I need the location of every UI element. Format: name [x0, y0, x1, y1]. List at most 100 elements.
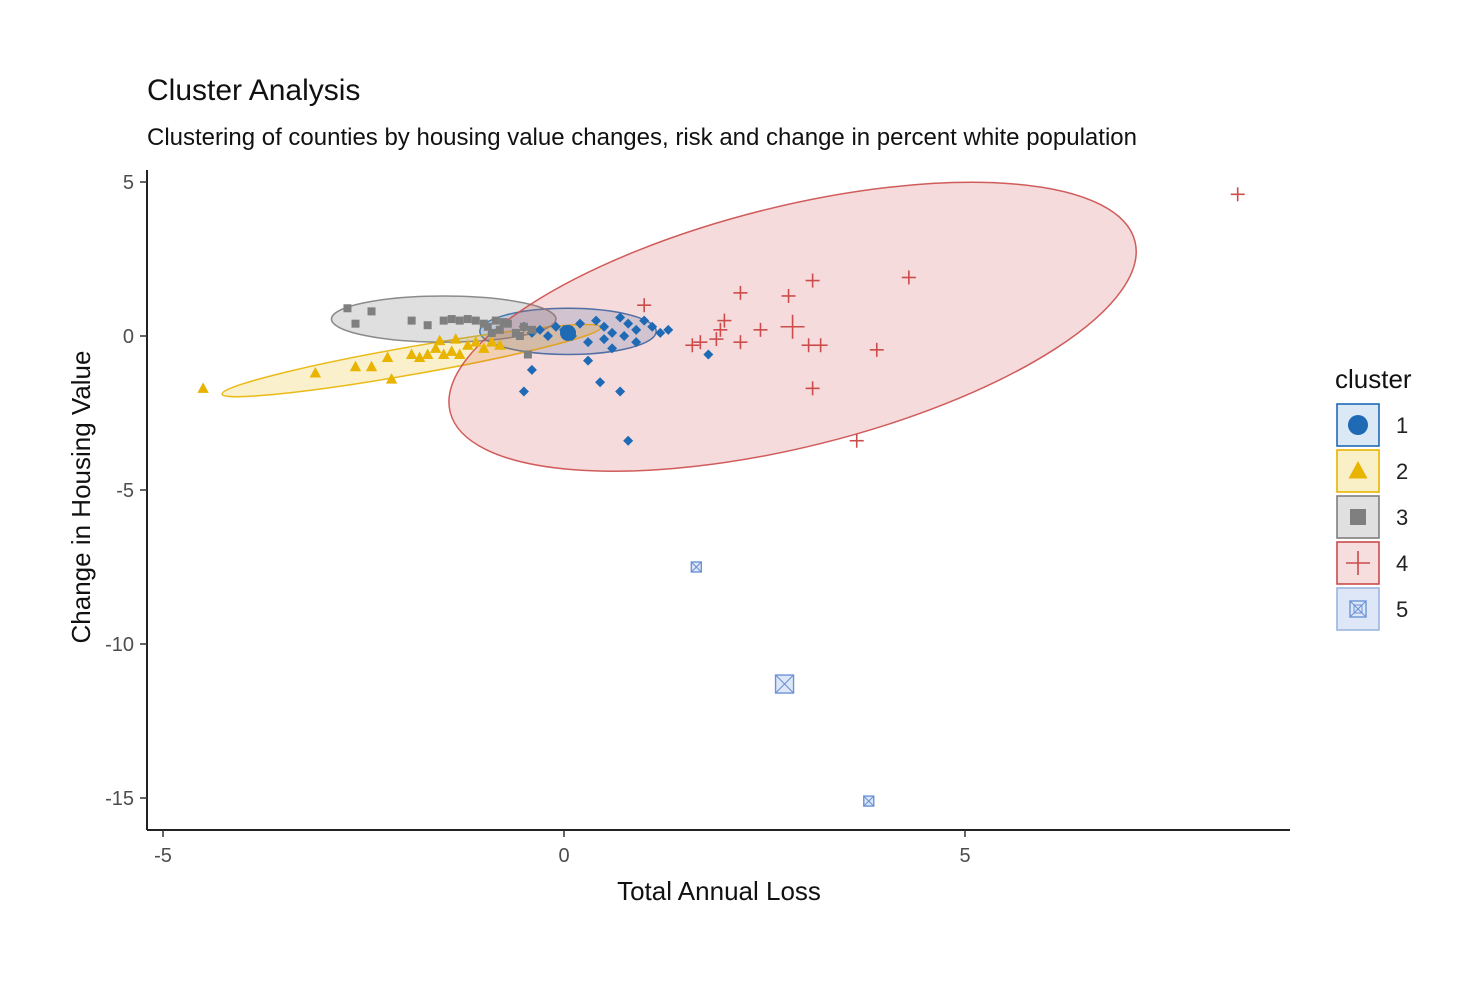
- point-cluster-3: [523, 350, 532, 359]
- point-cluster-3: [439, 316, 448, 325]
- y-tick-label: 5: [123, 172, 134, 194]
- point-cluster-1: [615, 312, 626, 323]
- point-cluster-4: [849, 433, 864, 448]
- legend-symbol: [1346, 551, 1370, 575]
- point-cluster-2: [365, 360, 378, 372]
- point-cluster-4: [805, 273, 820, 288]
- y-tick-label: 0: [123, 326, 134, 348]
- point-cluster-4: [801, 338, 816, 353]
- point-cluster-4: [717, 313, 732, 328]
- point-cluster-3: [471, 316, 480, 325]
- legend-label: 5: [1396, 597, 1408, 622]
- point-cluster-1: [663, 324, 674, 335]
- point-cluster-3: [503, 319, 512, 328]
- legend-label: 4: [1396, 551, 1408, 576]
- point-cluster-2: [454, 348, 466, 359]
- y-tick-label: -15: [105, 788, 134, 810]
- axes: [146, 170, 1290, 831]
- point-cluster-3: [407, 316, 416, 325]
- point-cluster-1: [599, 321, 610, 332]
- point-cluster-4: [780, 314, 805, 339]
- point-cluster-3: [511, 328, 520, 337]
- point-cluster-4: [637, 298, 652, 313]
- legend-symbol: [1349, 600, 1367, 618]
- point-cluster-3: [487, 328, 496, 337]
- point-cluster-1: [599, 334, 610, 345]
- point-cluster-1: [655, 327, 666, 338]
- point-cluster-3: [343, 304, 352, 313]
- centroid-cluster-1: [560, 324, 577, 341]
- point-cluster-1: [647, 321, 658, 332]
- point-cluster-4: [753, 322, 768, 337]
- legend-item-cluster-1: 1: [1336, 403, 1408, 447]
- point-cluster-5: [863, 795, 875, 807]
- legend-label: 1: [1396, 413, 1408, 438]
- cluster-ellipses: [221, 181, 1137, 472]
- point-cluster-4: [685, 338, 700, 353]
- point-cluster-1: [607, 343, 618, 354]
- point-cluster-2: [446, 345, 458, 356]
- point-cluster-2: [462, 339, 474, 350]
- point-cluster-3: [495, 325, 504, 334]
- point-cluster-4: [901, 270, 916, 285]
- point-cluster-3: [483, 322, 492, 331]
- point-cluster-1: [703, 349, 714, 360]
- legend-symbol: [1348, 415, 1368, 435]
- point-cluster-4: [733, 285, 748, 300]
- point-cluster-1: [518, 386, 529, 397]
- point-cluster-4: [709, 332, 724, 347]
- point-cluster-5: [774, 674, 795, 694]
- point-cluster-3: [499, 318, 508, 327]
- point-cluster-2: [421, 348, 434, 359]
- point-cluster-4: [813, 338, 828, 353]
- point-cluster-2: [405, 348, 418, 359]
- point-cluster-2: [309, 366, 322, 378]
- point-cluster-2: [381, 351, 394, 363]
- chart-title: Cluster Analysis: [147, 74, 360, 107]
- point-cluster-2: [486, 336, 498, 347]
- legend: cluster 1 2 3 4 5: [1335, 364, 1412, 631]
- point-cluster-3: [447, 315, 456, 324]
- point-cluster-4: [781, 288, 796, 303]
- point-cluster-1: [583, 355, 594, 366]
- point-cluster-1: [534, 324, 545, 335]
- point-cluster-1: [607, 327, 618, 338]
- point-cluster-2: [197, 382, 209, 393]
- point-cluster-3: [515, 332, 524, 340]
- y-tick-label: -10: [105, 634, 134, 656]
- point-cluster-3: [479, 319, 488, 328]
- y-axis-label: Change in Housing Value: [66, 351, 96, 644]
- legend-item-cluster-3: 3: [1336, 495, 1408, 539]
- point-cluster-1: [591, 315, 602, 326]
- point-cluster-3: [455, 316, 464, 325]
- y-tick-label: -5: [116, 480, 134, 502]
- x-tick-label: -5: [154, 845, 172, 867]
- point-cluster-1: [595, 377, 606, 388]
- point-cluster-3: [527, 325, 536, 334]
- point-cluster-2: [450, 333, 462, 344]
- point-cluster-1: [623, 435, 634, 446]
- point-cluster-3: [367, 307, 376, 316]
- point-cluster-1: [583, 337, 594, 348]
- point-cluster-3: [491, 316, 500, 325]
- legend-symbol: [1350, 509, 1366, 525]
- point-cluster-1: [619, 331, 630, 341]
- point-cluster-5: [690, 561, 703, 573]
- point-cluster-1: [550, 321, 561, 332]
- legend-label: 2: [1396, 459, 1408, 484]
- point-cluster-2: [349, 360, 362, 372]
- chart-subtitle: Clustering of counties by housing value …: [147, 124, 1137, 151]
- point-cluster-2: [470, 336, 482, 347]
- point-cluster-1: [623, 318, 634, 329]
- x-tick-label: 5: [959, 845, 970, 867]
- point-cluster-1: [575, 318, 586, 329]
- point-cluster-4: [869, 342, 884, 357]
- legend-symbol: [1348, 461, 1368, 479]
- point-cluster-2: [429, 342, 442, 353]
- legend-label: 3: [1396, 505, 1408, 530]
- point-cluster-2: [494, 339, 506, 350]
- point-cluster-4: [1230, 187, 1245, 202]
- point-cluster-1: [526, 364, 537, 375]
- point-cluster-2: [478, 342, 490, 353]
- point-cluster-4: [805, 381, 820, 396]
